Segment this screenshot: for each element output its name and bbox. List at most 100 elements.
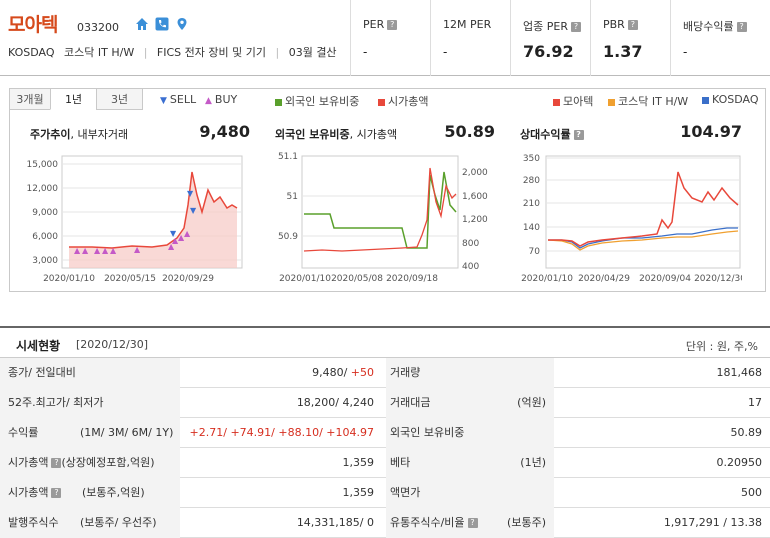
- tab-3y[interactable]: 3년: [96, 88, 143, 110]
- legend-it-hw[interactable]: 코스닥 IT H/W: [608, 93, 688, 109]
- y-tick-right: 1,200: [462, 215, 488, 225]
- price-chart: 주가추이, 내부자거래 9,480: [30, 122, 250, 141]
- kosdaq-line: [548, 227, 738, 249]
- table-row: 수익률 (1M/ 3M/ 6M/ 1Y) +2.71/ +74.91/ +88.1…: [0, 418, 770, 448]
- svg-text:▼: ▼: [170, 229, 177, 238]
- y-tick-right: 1,600: [462, 192, 488, 202]
- unit-label: 단위 : 원, 주,%: [685, 340, 758, 353]
- sell-markers: ▼ ▼ ▼: [170, 189, 197, 238]
- metric-industry-per: 업종 PER? 76.92: [510, 0, 590, 76]
- home-icon[interactable]: [135, 17, 149, 31]
- help-icon[interactable]: ?: [570, 22, 581, 32]
- x-tick: 2020/01/10: [521, 274, 573, 284]
- legend-mcap[interactable]: 시가총액: [378, 93, 428, 109]
- chart-panel: [9, 88, 766, 292]
- x-tick: 2020/05/08: [331, 274, 383, 284]
- settlement-label: 03월 결산: [288, 46, 337, 59]
- x-tick: 2020/09/29: [162, 274, 214, 284]
- sector-link[interactable]: 코스닥 IT H/W: [64, 46, 135, 59]
- svg-text:▼: ▼: [190, 206, 197, 215]
- svg-text:▲: ▲: [178, 233, 185, 242]
- fics-link[interactable]: FICS 전자 장비 및 기기: [156, 46, 266, 59]
- moatech-line: [548, 171, 739, 247]
- metric-value: 76.92: [523, 42, 574, 61]
- metric-value: -: [683, 45, 688, 59]
- company-name: 모아텍: [8, 14, 58, 36]
- help-icon[interactable]: ?: [736, 22, 747, 32]
- chart-title: 외국인 보유비중: [275, 128, 350, 141]
- chart-title: 상대수익률: [520, 128, 571, 141]
- legend-buy[interactable]: ▲ BUY: [205, 93, 238, 106]
- x-tick: 2020/05/15: [104, 274, 156, 284]
- tab-3m[interactable]: 3개월: [9, 88, 51, 110]
- relative-chart: 상대수익률? 104.97: [520, 116, 742, 286]
- metric-pbr: PBR? 1.37: [590, 0, 670, 76]
- svg-text:▲: ▲: [94, 246, 101, 255]
- y-tick-right: 400: [462, 262, 479, 272]
- y-tick-right: 800: [462, 239, 479, 249]
- y-tick-left: 51: [287, 192, 298, 202]
- svg-text:▲: ▲: [172, 236, 179, 245]
- help-icon[interactable]: ?: [387, 20, 398, 30]
- location-icon[interactable]: [175, 17, 189, 31]
- stock-code: 033200: [77, 21, 119, 34]
- svg-text:▲: ▲: [74, 246, 81, 255]
- y-tick: 210: [523, 199, 540, 209]
- y-tick: 280: [523, 176, 540, 186]
- help-icon[interactable]: ?: [573, 130, 584, 140]
- help-icon[interactable]: ?: [467, 518, 478, 528]
- svg-text:▲: ▲: [168, 242, 175, 251]
- price-area: [69, 172, 237, 268]
- help-icon[interactable]: ?: [51, 458, 62, 468]
- legend-kosdaq[interactable]: KOSDAQ: [702, 93, 759, 106]
- metric-value: 1.37: [603, 42, 643, 61]
- chart-value: 9,480: [199, 122, 250, 141]
- metric-value: -: [363, 45, 368, 59]
- x-tick: 2020/01/10: [43, 274, 95, 284]
- help-icon[interactable]: ?: [51, 488, 62, 498]
- price-line: [69, 171, 238, 249]
- x-tick: 2020/12/30: [694, 274, 742, 284]
- x-tick: 2020/09/04: [639, 274, 691, 284]
- market-status-header: 시세현황 [2020/12/30] 단위 : 원, 주,%: [0, 326, 770, 358]
- y-tick: 140: [523, 223, 540, 233]
- foreign-line: [304, 171, 457, 249]
- company-header: 모아텍 033200 KOSDAQ 코스닥 IT H/W | FICS 전자 장…: [0, 0, 770, 76]
- triangle-up-icon: ▲: [205, 96, 212, 106]
- company-info: KOSDAQ 코스닥 IT H/W | FICS 전자 장비 및 기기 | 03…: [8, 46, 337, 59]
- y-tick: 15,000: [27, 160, 59, 170]
- y-tick-left: 50.9: [278, 232, 298, 242]
- legend-sell[interactable]: ▼ SELL: [160, 93, 197, 106]
- table-row: 종가/ 전일대비 9,480/ +50 거래량 181,468: [0, 358, 770, 388]
- metric-dividend-yield: 배당수익률? -: [670, 0, 770, 76]
- metric-per: PER? -: [350, 0, 430, 76]
- svg-text:▲: ▲: [134, 245, 141, 254]
- table-row: 시가총액? (보통주,억원) 1,359 액면가 500: [0, 478, 770, 508]
- table-row: 발행주식수 (보통주/ 우선주) 14,331,185/ 0 유통주식수/비율?(…: [0, 508, 770, 538]
- it-hw-line: [547, 230, 739, 251]
- metric-12m-per: 12M PER -: [430, 0, 510, 76]
- help-icon[interactable]: ?: [627, 20, 638, 30]
- svg-text:▲: ▲: [110, 246, 117, 255]
- section-date: [2020/12/30]: [76, 338, 148, 351]
- phone-icon[interactable]: [155, 17, 169, 31]
- y-tick: 70: [529, 247, 541, 257]
- mcap-line: [303, 167, 457, 252]
- table-row: 시가총액? (상장예정포함,억원) 1,359 베타 (1년) 0.20950: [0, 448, 770, 478]
- market-label: KOSDAQ: [8, 46, 55, 59]
- y-tick: 9,000: [32, 208, 58, 218]
- chart-title: 주가추이: [30, 128, 71, 141]
- svg-text:▲: ▲: [184, 229, 191, 238]
- legend-foreign[interactable]: 외국인 보유비중: [275, 93, 359, 109]
- section-title: 시세현황: [16, 339, 61, 353]
- y-tick: 350: [523, 154, 540, 164]
- x-tick: 2020/01/10: [279, 274, 331, 284]
- svg-text:▲: ▲: [102, 246, 109, 255]
- triangle-down-icon: ▼: [160, 96, 167, 106]
- legend-moatech[interactable]: 모아텍: [553, 93, 593, 109]
- x-tick: 2020/09/18: [386, 274, 438, 284]
- chart-value: 104.97: [680, 122, 742, 141]
- table-row: 52주.최고가/ 최저가 18,200/ 4,240 거래대금 (억원) 17: [0, 388, 770, 418]
- tab-1y[interactable]: 1년: [50, 88, 97, 110]
- y-tick: 12,000: [27, 184, 59, 194]
